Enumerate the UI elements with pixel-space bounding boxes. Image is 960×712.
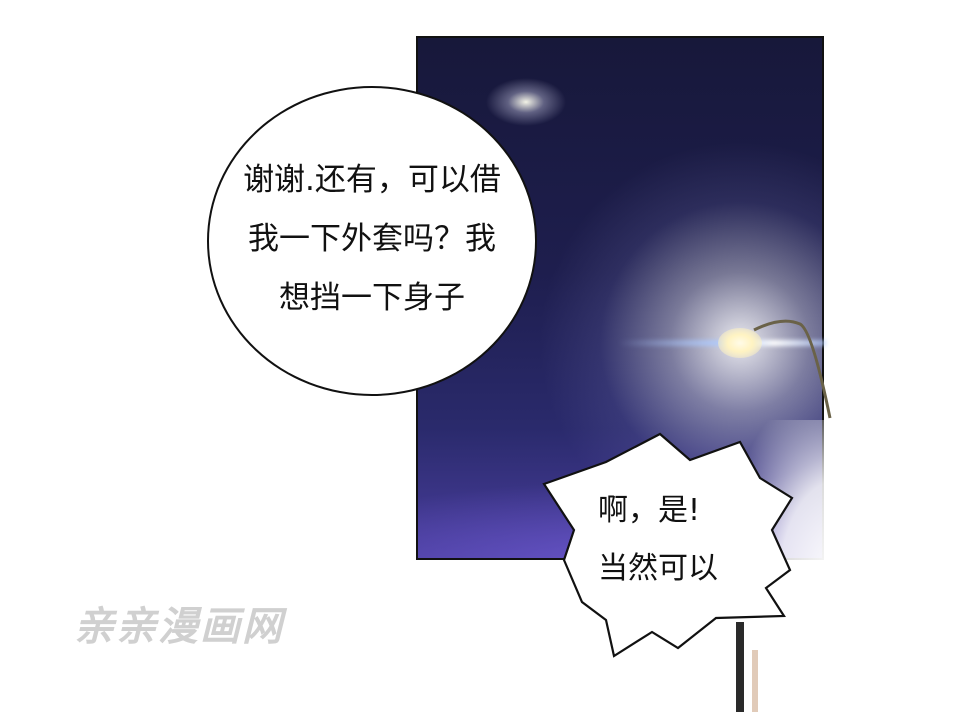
speech-bubble-spiky: 啊，是! 当然可以 bbox=[540, 420, 800, 660]
speech-line: 当然可以 bbox=[598, 551, 718, 586]
spiky-bubble-shape bbox=[542, 432, 794, 658]
speech-line: 我一下外套吗？我 bbox=[248, 220, 496, 257]
speech-line: 想挡一下身子 bbox=[279, 279, 465, 316]
speech-line: 谢谢.还有，可以借 bbox=[243, 161, 501, 198]
figure-edge-skin bbox=[752, 650, 758, 712]
speech-line: 啊，是! bbox=[598, 493, 701, 528]
street-lamp-light bbox=[718, 328, 762, 358]
street-lamp-pole bbox=[753, 319, 832, 419]
speech-text-round: 谢谢.还有，可以借 我一下外套吗？我 想挡一下身子 bbox=[222, 151, 522, 328]
figure-edge bbox=[736, 622, 744, 712]
speech-text-spiky: 啊，是! 当然可以 bbox=[598, 482, 748, 598]
speech-bubble-round: 谢谢.还有，可以借 我一下外套吗？我 想挡一下身子 bbox=[207, 86, 537, 396]
watermark-text: 亲亲漫画网 bbox=[74, 603, 284, 650]
